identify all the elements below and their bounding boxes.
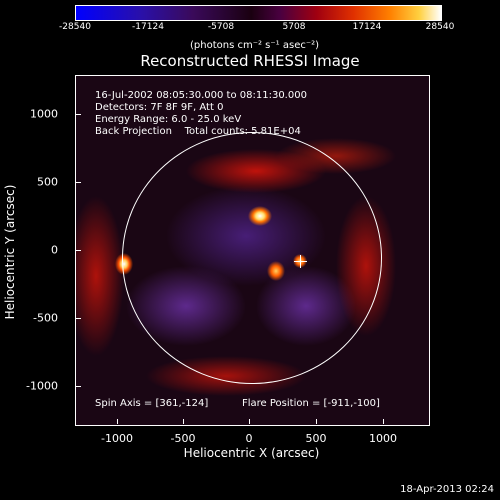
y-tick-mark — [76, 182, 81, 183]
plot-title: Reconstructed RHESSI Image — [140, 52, 360, 70]
x-tick-label: 1000 — [369, 432, 397, 445]
info-line: Energy Range: 6.0 - 25.0 keV — [95, 114, 242, 125]
colorbar-tick: 17124 — [352, 22, 382, 32]
colorbar-tick: 28540 — [425, 22, 455, 32]
colorbar-tick: 5708 — [282, 22, 306, 32]
y-tick-mark — [76, 318, 81, 319]
x-tick-mark — [249, 419, 250, 424]
image-plot: 16-Jul-2002 08:05:30.000 to 08:11:30.000… — [75, 75, 430, 426]
y-tick-mark — [76, 250, 81, 251]
y-tick-mark — [76, 114, 81, 115]
y-tick-label: 0 — [51, 243, 58, 257]
y-axis-label: Heliocentric Y (arcsec) — [3, 184, 17, 320]
colorbar — [75, 5, 442, 21]
x-tick-mark — [183, 419, 184, 424]
info-line: Back Projection Total counts: 5.81E+04 — [95, 126, 301, 137]
x-tick-mark — [316, 419, 317, 424]
info-line: 16-Jul-2002 08:05:30.000 to 08:11:30.000 — [95, 90, 307, 101]
y-tick-label: 1000 — [30, 107, 58, 121]
x-tick-label: 0 — [245, 432, 253, 445]
colorbar-tick: -28540 — [59, 22, 91, 32]
x-tick-label: -500 — [170, 432, 196, 445]
flare-position-marker — [294, 255, 307, 268]
x-tick-mark — [383, 419, 384, 424]
colorbar-units: (photons cm⁻² s⁻¹ asec⁻²) — [190, 40, 320, 51]
y-tick-label: -500 — [33, 311, 58, 325]
x-tick-label: 500 — [305, 432, 327, 445]
x-axis-label: Heliocentric X (arcsec) — [183, 446, 320, 460]
y-tick-label: -1000 — [26, 379, 58, 393]
x-tick-mark — [117, 419, 118, 424]
y-tick-mark — [76, 386, 81, 387]
info-line: Detectors: 7F 8F 9F, Att 0 — [95, 102, 224, 113]
flare-position-label: Flare Position = [-911,-100] — [242, 398, 380, 409]
footer-timestamp: 18-Apr-2013 02:24 — [400, 484, 494, 495]
spin-axis-label: Spin Axis = [361,-124] — [95, 398, 209, 409]
y-tick-label: 500 — [37, 175, 58, 189]
solar-limb-circle — [122, 132, 382, 384]
colorbar-tick: -5708 — [207, 22, 235, 32]
colorbar-tick: -17124 — [132, 22, 164, 32]
x-tick-label: -1000 — [101, 432, 133, 445]
